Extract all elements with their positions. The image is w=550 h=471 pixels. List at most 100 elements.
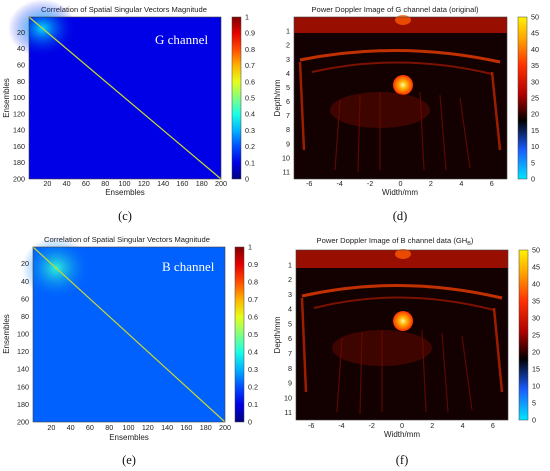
panel-e-cbtick-tick-6: 0.6 xyxy=(248,313,258,322)
panel-c-ytick-tick-2: 60 xyxy=(17,61,25,70)
panel-d-caption: (d) xyxy=(393,209,408,223)
panel-c-ytick-tick-3: 80 xyxy=(17,77,25,86)
panel-c-xtick-tick-6: 140 xyxy=(157,179,169,188)
panel-f-xtick-tick-2: -2 xyxy=(369,421,375,430)
panel-f-ylabel: Depth/mm xyxy=(273,316,282,353)
panel-f-caption: (f) xyxy=(396,453,409,467)
panel-c-yticks: 20 40 60 80 100 120 140 160 180 200 xyxy=(13,28,25,184)
panel-f-cbtick-tick-1: 5 xyxy=(532,399,536,408)
panel-e-title: Correlation of Spatial Singular Vectors … xyxy=(44,235,210,244)
panel-d-ytick-tick-10: 11 xyxy=(283,167,290,176)
panel-d: Power Doppler Image of G channel data (o… xyxy=(273,5,539,223)
panel-e: Correlation of Spatial Singular Vectors … xyxy=(2,235,258,467)
panel-d-xtick-tick-0: -6 xyxy=(306,179,312,188)
panel-d-ytick-tick-3: 4 xyxy=(286,69,290,78)
panel-e-cbtick-tick-10: 1 xyxy=(248,243,252,252)
panel-c-ylabel: Ensembles xyxy=(2,78,11,118)
panel-e-cbtick-tick-8: 0.8 xyxy=(248,278,258,287)
panel-c-ytick-tick-5: 120 xyxy=(13,109,25,118)
panel-e-cbtick-tick-3: 0.3 xyxy=(248,365,258,374)
panel-f: Power Doppler Image of B channel data (G… xyxy=(273,236,540,467)
panel-c-ytick-tick-4: 100 xyxy=(13,93,25,102)
panel-d-cbtick-tick-2: 10 xyxy=(531,142,539,151)
panel-f-ytick-tick-9: 10 xyxy=(284,393,292,402)
panel-c-xlabel: Ensembles xyxy=(105,188,145,197)
panel-d-ytick-tick-7: 8 xyxy=(286,125,290,134)
panel-c-cbtick-tick-1: 0.1 xyxy=(245,158,255,167)
panel-c-cbtick-tick-10: 1 xyxy=(245,13,249,22)
panel-e-cbtick-tick-5: 0.5 xyxy=(248,330,258,339)
panel-c-cbtick-tick-4: 0.4 xyxy=(245,110,255,119)
panel-f-ytick-tick-10: 11 xyxy=(285,408,292,417)
panel-e-xlabel: Ensembles xyxy=(109,433,149,442)
panel-e-xtick-tick-1: 40 xyxy=(67,423,75,432)
panel-d-heatmap xyxy=(294,15,507,179)
panel-c: Correlation of Spatial Singular Vectors … xyxy=(2,0,255,223)
panel-d-xtick-tick-1: -4 xyxy=(336,179,342,188)
panel-c-cbtick-tick-6: 0.6 xyxy=(245,77,255,86)
panel-f-ytick-tick-2: 3 xyxy=(288,290,292,299)
panel-e-xtick-tick-6: 140 xyxy=(161,423,173,432)
panel-e-colorbar xyxy=(234,246,245,423)
panel-f-cbtick-tick-3: 15 xyxy=(532,365,540,374)
panel-d-yticks: 1 2 3 4 5 6 7 8 9 10 11 xyxy=(282,27,290,177)
panel-d-ytick-tick-5: 6 xyxy=(286,97,290,106)
panel-c-frame xyxy=(28,16,222,180)
panel-d-ylabel: Depth/mm xyxy=(273,79,282,116)
panel-d-xtick-tick-2: -2 xyxy=(367,179,373,188)
panel-e-cbtick-tick-1: 0.1 xyxy=(248,400,258,409)
panel-d-cbtick-tick-3: 15 xyxy=(531,126,539,135)
panel-c-channel-label: G channel xyxy=(155,32,208,47)
panel-f-frame xyxy=(295,249,509,421)
panel-c-ytick-tick-9: 200 xyxy=(13,175,25,184)
panel-c-ytick-tick-0: 20 xyxy=(17,28,25,37)
panel-d-xtick-tick-5: 4 xyxy=(459,179,463,188)
panel-f-xtick-tick-5: 4 xyxy=(461,421,465,430)
panel-e-xtick-tick-7: 160 xyxy=(180,423,192,432)
panel-e-colorbar-ticks: 0 0.1 0.2 0.3 0.4 0.5 0.6 0.7 0.8 0.9 1 xyxy=(248,243,258,427)
panel-e-frame xyxy=(32,246,226,423)
panel-c-cbtick-tick-0: 0 xyxy=(245,175,249,184)
panel-f-cbtick-tick-7: 35 xyxy=(532,297,540,306)
panel-f-cbtick-tick-5: 25 xyxy=(532,331,540,340)
panel-c-ytick-tick-1: 40 xyxy=(17,44,25,53)
panel-c-ytick-tick-7: 160 xyxy=(13,142,25,151)
panel-e-cbtick-tick-0: 0 xyxy=(248,418,252,427)
panel-c-title: Correlation of Spatial Singular Vectors … xyxy=(41,5,207,14)
panel-f-ytick-tick-6: 7 xyxy=(288,349,292,358)
panel-c-caption: (c) xyxy=(118,209,132,223)
panel-e-cbtick-tick-4: 0.4 xyxy=(248,348,258,357)
panel-d-colorbar xyxy=(517,16,528,180)
panel-f-ytick-tick-4: 5 xyxy=(288,319,292,328)
panel-d-ytick-tick-8: 9 xyxy=(286,139,290,148)
panel-c-cbtick-tick-5: 0.5 xyxy=(245,94,255,103)
panel-e-xtick-tick-8: 180 xyxy=(200,423,212,432)
panel-c-xtick-tick-5: 120 xyxy=(138,179,150,188)
panel-e-ytick-tick-3: 80 xyxy=(21,312,29,321)
panel-e-ytick-tick-8: 180 xyxy=(17,400,29,409)
panel-f-ytick-tick-0: 1 xyxy=(288,260,292,269)
panel-c-cbtick-tick-8: 0.8 xyxy=(245,45,255,54)
panel-f-heatmap xyxy=(296,249,508,420)
panel-f-ytick-tick-5: 6 xyxy=(288,334,292,343)
panel-d-cbtick-tick-6: 30 xyxy=(531,77,539,86)
panel-d-frame xyxy=(293,16,508,180)
panel-e-yticks: 20 40 60 80 100 120 140 160 180 200 xyxy=(17,259,29,426)
panel-e-cbtick-tick-9: 0.9 xyxy=(248,260,258,269)
panel-e-xtick-tick-4: 100 xyxy=(123,423,135,432)
panel-f-cbtick-tick-9: 45 xyxy=(532,263,540,272)
panel-e-xtick-tick-3: 80 xyxy=(105,423,113,432)
panel-f-xtick-tick-3: 0 xyxy=(400,421,404,430)
panel-f-xtick-tick-6: 6 xyxy=(491,421,495,430)
panel-f-cbtick-tick-4: 20 xyxy=(532,348,540,357)
panel-e-ytick-tick-6: 140 xyxy=(17,365,29,374)
panel-d-cbtick-tick-8: 40 xyxy=(531,45,539,54)
panel-f-cbtick-tick-8: 40 xyxy=(532,280,540,289)
panel-e-xtick-tick-2: 60 xyxy=(86,423,94,432)
panel-d-xticks: -6 -4 -2 0 2 4 6 xyxy=(306,179,494,188)
panel-f-xtick-tick-1: -4 xyxy=(338,421,344,430)
panel-c-xtick-tick-8: 180 xyxy=(196,179,208,188)
panel-f-xtick-tick-0: -6 xyxy=(308,421,314,430)
panel-e-channel-label: B channel xyxy=(162,259,215,274)
panel-f-colorbar xyxy=(518,249,529,421)
